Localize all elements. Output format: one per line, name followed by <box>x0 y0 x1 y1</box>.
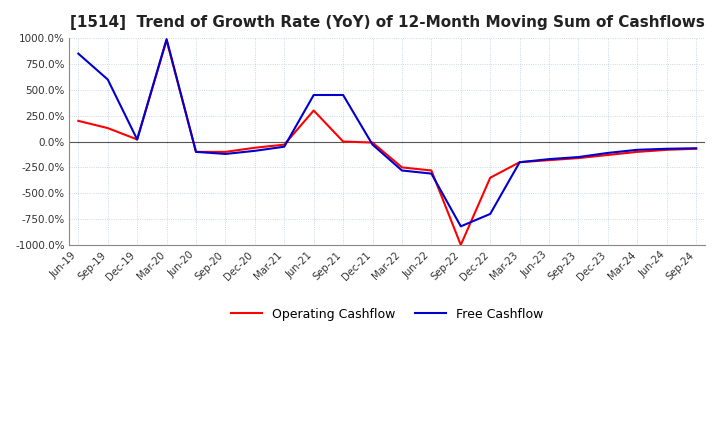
Legend: Operating Cashflow, Free Cashflow: Operating Cashflow, Free Cashflow <box>226 303 548 326</box>
Free Cashflow <box>251 148 259 154</box>
Operating Cashflow <box>280 142 289 147</box>
Free Cashflow <box>545 157 554 162</box>
Operating Cashflow <box>692 146 701 151</box>
Free Cashflow <box>368 142 377 147</box>
Operating Cashflow <box>397 165 406 170</box>
Free Cashflow <box>662 146 671 151</box>
Operating Cashflow <box>74 118 83 124</box>
Operating Cashflow <box>427 168 436 173</box>
Free Cashflow <box>516 160 524 165</box>
Free Cashflow <box>221 151 230 157</box>
Free Cashflow <box>310 92 318 98</box>
Operating Cashflow <box>339 139 348 144</box>
Free Cashflow <box>132 137 141 142</box>
Title: [1514]  Trend of Growth Rate (YoY) of 12-Month Moving Sum of Cashflows: [1514] Trend of Growth Rate (YoY) of 12-… <box>70 15 705 30</box>
Free Cashflow <box>192 149 200 154</box>
Free Cashflow <box>486 211 495 216</box>
Free Cashflow <box>397 168 406 173</box>
Operating Cashflow <box>662 147 671 152</box>
Free Cashflow <box>574 154 582 160</box>
Operating Cashflow <box>162 37 171 43</box>
Operating Cashflow <box>545 158 554 163</box>
Operating Cashflow <box>104 125 112 131</box>
Free Cashflow <box>692 146 701 151</box>
Operating Cashflow <box>221 149 230 154</box>
Line: Operating Cashflow: Operating Cashflow <box>78 40 696 245</box>
Free Cashflow <box>162 37 171 42</box>
Operating Cashflow <box>574 155 582 161</box>
Operating Cashflow <box>192 149 200 154</box>
Line: Free Cashflow: Free Cashflow <box>78 39 696 226</box>
Free Cashflow <box>74 51 83 56</box>
Operating Cashflow <box>516 160 524 165</box>
Free Cashflow <box>104 77 112 82</box>
Free Cashflow <box>427 171 436 176</box>
Free Cashflow <box>280 144 289 149</box>
Operating Cashflow <box>251 145 259 150</box>
Operating Cashflow <box>486 175 495 180</box>
Operating Cashflow <box>310 108 318 113</box>
Free Cashflow <box>456 224 465 229</box>
Operating Cashflow <box>368 140 377 145</box>
Operating Cashflow <box>603 152 612 158</box>
Operating Cashflow <box>456 242 465 248</box>
Free Cashflow <box>603 150 612 156</box>
Free Cashflow <box>633 147 642 152</box>
Operating Cashflow <box>633 149 642 154</box>
Operating Cashflow <box>132 137 141 142</box>
Free Cashflow <box>339 92 348 98</box>
